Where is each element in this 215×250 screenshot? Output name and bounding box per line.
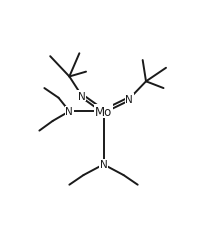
Text: N: N	[100, 160, 108, 170]
Text: Mo: Mo	[95, 105, 112, 118]
Text: N: N	[78, 92, 86, 102]
Text: N: N	[66, 107, 73, 117]
Text: N: N	[126, 94, 133, 104]
